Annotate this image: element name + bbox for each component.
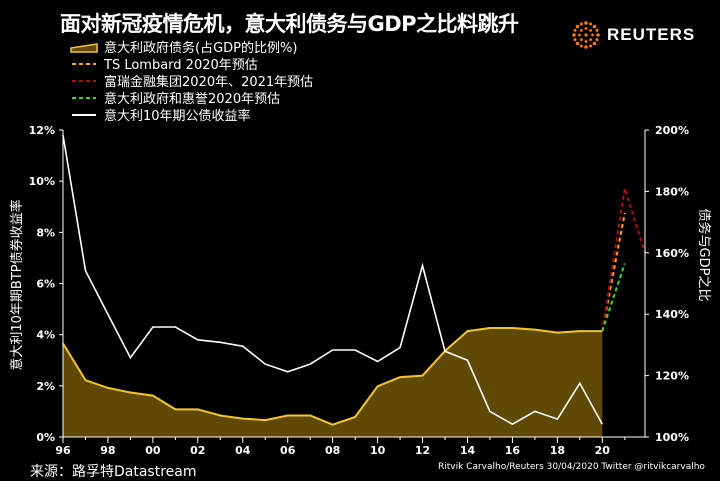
reuters-wordmark: REUTERS xyxy=(607,25,696,44)
x-tick-label: 08 xyxy=(325,444,340,457)
legend-swatch-gov xyxy=(72,96,96,99)
x-tick-label: 14 xyxy=(460,444,476,457)
legend-label-yield: 意大利10年期公债收益率 xyxy=(104,109,251,124)
reuters-logo: REUTERS xyxy=(571,20,695,50)
legend-item-ts-lombard: TS Lombard 2020年预估 xyxy=(70,55,313,73)
legend-swatch-yield xyxy=(72,113,96,116)
legend-label-ts-lombard: TS Lombard 2020年预估 xyxy=(104,58,258,73)
legend-label-intesa: 富瑞金融集团2020年、2021年预估 xyxy=(104,75,314,90)
source-note: 来源：路孚特Datastream xyxy=(30,464,197,480)
legend: 意大利政府债务(占GDP的比例%) TS Lombard 2020年预估 富瑞金… xyxy=(70,38,314,124)
y-tick-label-left: 2% xyxy=(36,380,55,393)
y-tick-label-left: 12% xyxy=(29,124,55,137)
y-tick-label-right: 180% xyxy=(655,185,689,198)
x-tick-label: 20 xyxy=(595,444,611,457)
x-tick-label: 04 xyxy=(235,444,251,457)
forecast-line-2 xyxy=(601,188,646,332)
legend-label-debt: 意大利政府债务(占GDP的比例%) xyxy=(104,41,298,56)
legend-swatch-debt xyxy=(70,42,98,53)
x-tick-label: 00 xyxy=(145,444,161,457)
x-tick-label: 96 xyxy=(55,444,71,457)
x-tick-label: 10 xyxy=(370,444,386,457)
axis-layer: 0% 2% 4% 6% 8% 10% 12% 100% 120% 140% 160% 180% 200%… xyxy=(29,124,689,457)
y-tick-label-right: 120% xyxy=(655,370,689,383)
y-tick-label-left: 0% xyxy=(36,431,55,444)
legend-item-debt: 意大利政府债务(占GDP的比例%) xyxy=(70,38,313,56)
debt-area-layer xyxy=(62,327,603,437)
y-tick-label-left: 8% xyxy=(36,226,55,239)
x-tick-label: 98 xyxy=(100,444,115,457)
forecast-line-3 xyxy=(601,263,626,332)
y-tick-label-left: 10% xyxy=(29,175,55,188)
legend-item-gov: 意大利政府和惠誉2020年预估 xyxy=(70,89,313,107)
legend-label-gov: 意大利政府和惠誉2020年预估 xyxy=(104,92,281,107)
y-tick-label-right: 100% xyxy=(655,431,689,444)
x-tick-label: 12 xyxy=(415,444,430,457)
y-tick-label-left: 4% xyxy=(36,329,55,342)
x-tick-label: 06 xyxy=(280,444,296,457)
debt-area-fill xyxy=(63,328,603,437)
legend-swatch-ts-lombard xyxy=(72,62,96,65)
legend-item-intesa: 富瑞金融集团2020年、2021年预估 xyxy=(70,72,314,90)
y-axis-left-label: 意大利10年期BTP债券收益率 xyxy=(9,199,25,370)
reuters-dots-icon xyxy=(572,21,600,49)
x-tick-label: 02 xyxy=(190,444,205,457)
credit-note: Ritvik Carvalho/Reuters 30/04/2020 Twitt… xyxy=(438,462,705,472)
debt-area-line xyxy=(62,327,603,426)
x-tick-label: 16 xyxy=(505,444,521,457)
forecast-line-1 xyxy=(601,212,626,332)
series-line-layer xyxy=(62,134,646,426)
yield-line xyxy=(62,134,604,426)
y-tick-label-right: 160% xyxy=(655,247,689,260)
x-tick-label: 18 xyxy=(550,444,565,457)
y-tick-label-right: 200% xyxy=(655,124,689,137)
y-tick-label-right: 140% xyxy=(655,308,689,321)
legend-swatch-intesa xyxy=(72,79,96,82)
chart-title: 面对新冠疫情危机，意大利债务与GDP之比料跳升 xyxy=(60,12,519,36)
y-tick-label-left: 6% xyxy=(36,278,55,291)
y-axis-right-label: 债务与GDP之比 xyxy=(696,209,712,302)
legend-item-yield: 意大利10年期公债收益率 xyxy=(70,106,313,124)
